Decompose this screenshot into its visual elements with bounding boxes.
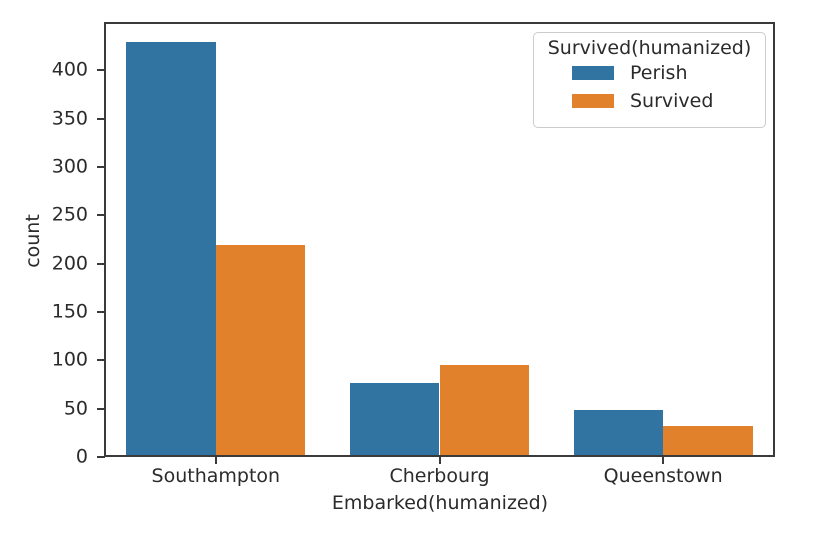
y-tick-mark-400	[97, 69, 105, 72]
y-tick-mark-250	[97, 214, 105, 217]
bar-queenstown-perish	[573, 409, 664, 455]
legend-title: Survived(humanized)	[547, 37, 752, 59]
legend-swatch-survived	[572, 94, 614, 108]
y-tick-label-50: 50	[63, 397, 88, 420]
y-tick-mark-100	[97, 359, 105, 362]
y-tick-label-300: 300	[51, 155, 88, 178]
legend-row-survived: Survived	[534, 87, 765, 115]
y-tick-label-250: 250	[51, 203, 88, 226]
y-tick-label-350: 350	[51, 107, 88, 130]
y-tick-label-200: 200	[51, 252, 88, 275]
y-tick-mark-0	[97, 456, 105, 458]
legend-swatch-perish	[572, 66, 614, 80]
bar-southampton-perish	[126, 42, 216, 455]
y-axis-title: count	[22, 214, 44, 268]
y-tick-mark-200	[97, 262, 105, 265]
y-tick-label-150: 150	[51, 300, 88, 323]
legend-items: Perish Survived	[534, 59, 765, 115]
bar-cherbourg-survived	[439, 365, 529, 455]
y-tick-mark-50	[97, 407, 105, 410]
legend-row-perish: Perish	[534, 59, 765, 87]
x-tick-label-southampton: Southampton	[151, 465, 281, 487]
legend-label-perish: Perish	[630, 61, 688, 84]
bar-cherbourg-perish	[350, 382, 440, 455]
x-tick-mark-queenstown	[662, 457, 665, 464]
x-tick-label-cherbourg: Cherbourg	[389, 465, 490, 487]
y-tick-label-100: 100	[51, 348, 88, 371]
bar-southampton-survived	[215, 245, 306, 455]
y-tick-label-0: 0	[75, 445, 88, 468]
y-tick-mark-150	[97, 311, 105, 313]
y-tick-mark-350	[97, 117, 105, 120]
x-tick-label-queenstown: Queenstown	[603, 465, 723, 487]
legend: Survived(humanized) Perish Survived	[533, 32, 766, 128]
x-tick-mark-cherbourg	[438, 457, 441, 464]
x-axis-title: Embarked(humanized)	[331, 492, 549, 514]
y-tick-mark-300	[97, 166, 105, 168]
legend-label-survived: Survived	[630, 89, 714, 112]
y-tick-label-400: 400	[51, 58, 88, 81]
x-tick-mark-southampton	[214, 457, 217, 464]
bar-queenstown-survived	[663, 426, 753, 455]
